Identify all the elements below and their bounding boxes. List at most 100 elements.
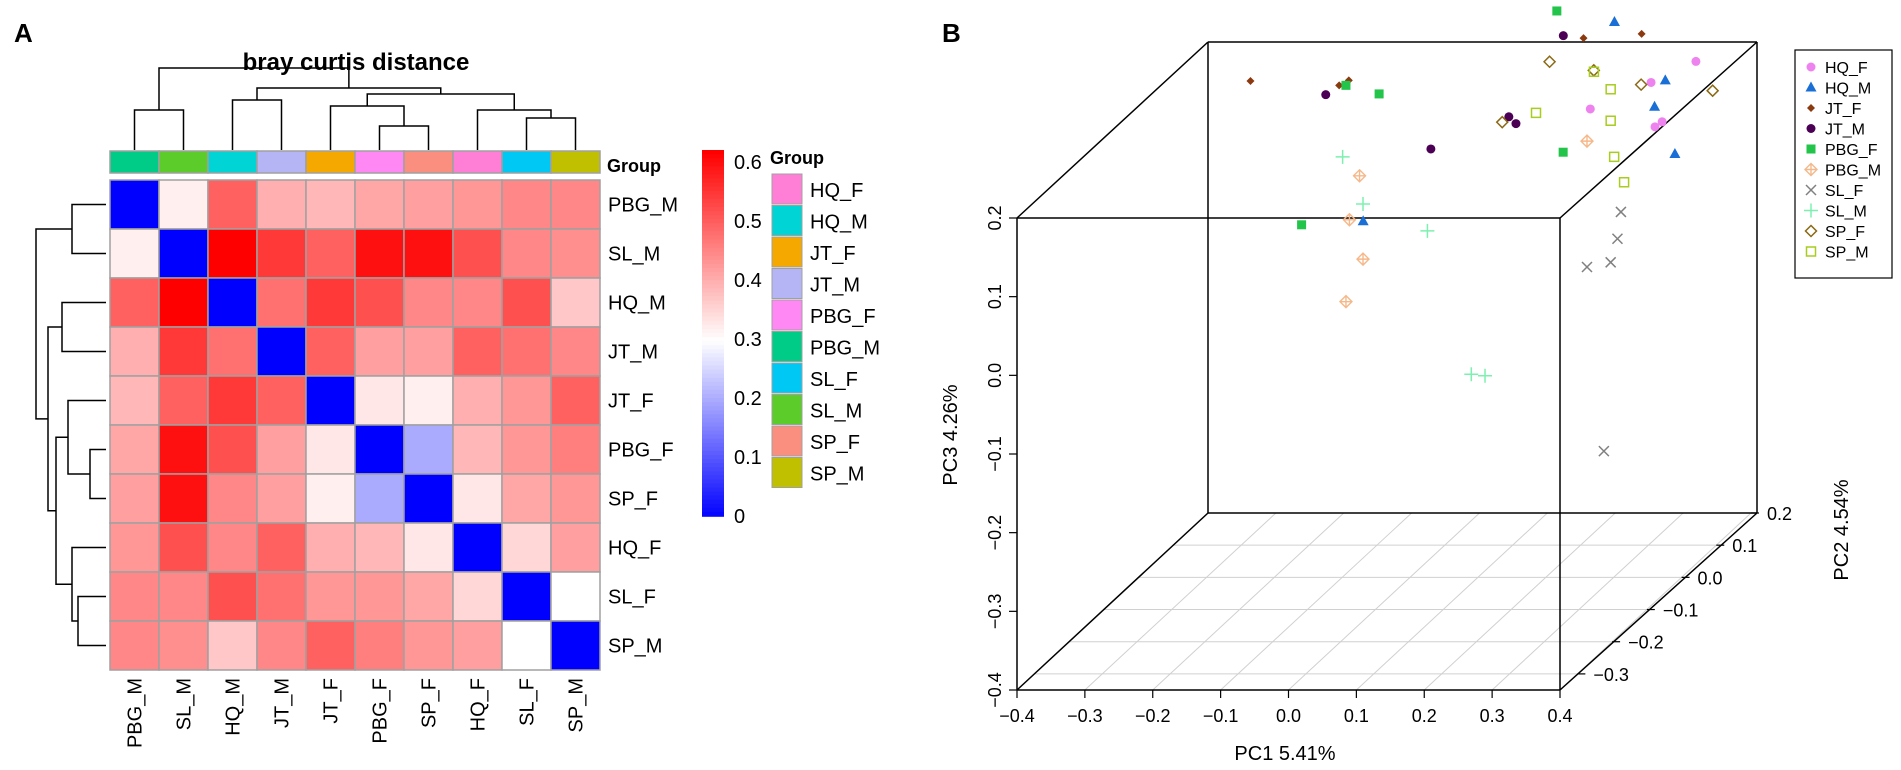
color-scale-segment [702,463,724,468]
color-scale-segment [702,166,724,172]
legend-marker [1804,224,1818,238]
color-scale-segment [702,361,724,367]
color-scale-segment [702,471,724,477]
data-point [1341,80,1351,90]
color-scale-segment [702,442,724,448]
z-tick-label: 0.1 [985,284,1005,309]
heatmap-cell [158,277,209,328]
color-scale-segment [702,223,724,229]
heatmap-cell [207,571,258,622]
dendrogram-branch [71,203,106,255]
data-point [1374,89,1384,99]
heatmap-cell [550,522,601,573]
heatmap-cell [256,620,307,671]
heatmap-cell [550,424,601,475]
heatmap-cell [403,571,454,622]
panel-b-label: B [942,18,961,48]
color-scale-segment [702,381,724,387]
dendrogram-branch [89,448,106,500]
heatmap-cell [501,326,552,377]
color-scale-segment [702,215,724,220]
color-scale-segment [702,394,724,399]
color-scale-segment [702,206,724,212]
heatmap-cell [452,473,503,524]
legend-marker [1806,124,1816,133]
floor-grid-line [1220,512,1412,691]
z-tick-label: 0.2 [985,205,1005,230]
heatmap-cell [305,620,356,671]
x-tick-label: 0.1 [1344,706,1369,726]
data-point [1659,74,1671,85]
group-strip-cell [158,150,209,174]
y-tick-label: −0.2 [1628,633,1664,653]
heatmap-cell [452,179,503,230]
heatmap-cell [256,375,307,426]
data-point [1657,117,1667,127]
color-scale-segment [702,263,724,269]
dendrogram-branch [47,326,62,512]
group-legend-title: Group [770,148,824,168]
column-label: SP_F [419,678,441,728]
color-scale-segment [702,373,724,379]
heatmap-cell [207,277,258,328]
group-strip-cell [403,150,454,174]
heatmap-cell [403,620,454,671]
data-point [1579,34,1588,43]
data-point [1338,294,1353,309]
group-legend-label: JT_M [810,275,860,297]
heatmap-cell [354,326,405,377]
color-scale-segment [702,247,724,253]
heatmap-cell [550,326,601,377]
box-edge [1559,41,1758,219]
heatmap-cell [158,473,209,524]
group-legend-label: PBG_F [810,306,876,328]
legend-label: JT_M [1825,122,1865,139]
color-scale-segment [702,243,724,249]
row-label: JT_M [608,342,658,364]
color-scale-segment [702,426,724,432]
legend-marker [1807,104,1815,112]
group-strip-cell [501,150,552,174]
box-edge [1016,512,1209,691]
data-point [1649,100,1661,111]
heatmap-cell [403,375,454,426]
color-scale-segment [702,475,724,481]
data-point [1615,206,1627,218]
heatmap-cell [158,424,209,475]
color-scale-segment [702,495,724,501]
heatmap-cell [158,571,209,622]
data-point [1650,122,1660,132]
heatmap-cell [207,473,258,524]
row-label: SP_M [608,636,662,658]
color-scale-segment [702,182,724,188]
color-scale-segment [702,491,724,497]
column-group-strip [109,150,601,174]
heatmap-cell [354,522,405,573]
data-point [1706,84,1720,98]
heatmap-cell [501,375,552,426]
row-label: SL_F [608,587,656,609]
heatmap-cell [158,228,209,279]
heatmap-cell [305,326,356,377]
heatmap-cell [109,179,160,230]
data-point [1357,215,1369,226]
group-strip-cell [354,150,405,174]
heatmap-cell [207,375,258,426]
color-scale-tick: 0 [734,506,745,528]
floor-grid-line [1288,512,1480,691]
heatmap-cell [354,424,405,475]
heatmap-cell [305,375,356,426]
z-tick-label: −0.3 [985,594,1005,630]
box-edge [1016,41,1209,219]
heatmap-cell [403,522,454,573]
heatmap-cell [501,620,552,671]
color-scale-segment [702,353,724,359]
color-scale-segment [702,410,724,416]
group-strip-cell [207,150,258,174]
heatmap-cell [305,424,356,475]
z-tick-label: −0.2 [985,515,1005,551]
data-point [1552,6,1562,16]
heatmap-cell [256,424,307,475]
legend-marker [1805,81,1817,92]
color-scale-segment [702,483,724,489]
